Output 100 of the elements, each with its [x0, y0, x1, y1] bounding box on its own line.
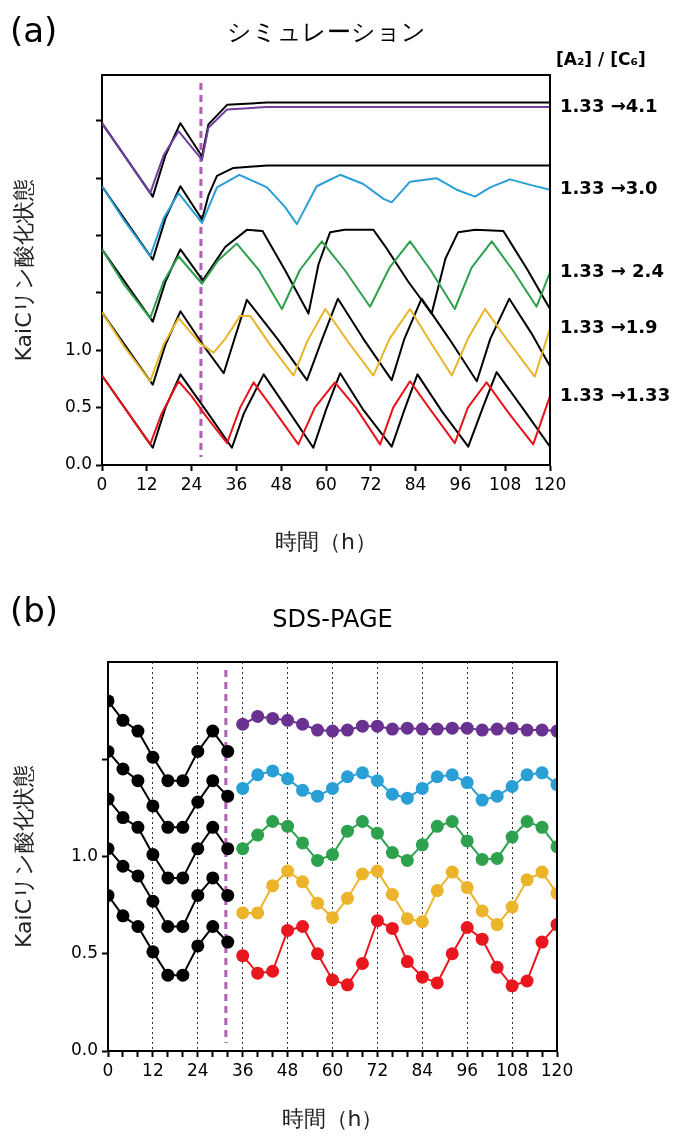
point	[475, 852, 489, 866]
point	[460, 920, 474, 934]
point	[281, 864, 295, 878]
point	[430, 722, 444, 736]
point	[385, 921, 399, 935]
point	[430, 884, 444, 898]
point	[505, 900, 519, 914]
point	[281, 923, 295, 937]
y-tick-label: 1.0	[64, 338, 92, 359]
point	[326, 848, 339, 862]
point	[340, 824, 354, 838]
point	[385, 887, 399, 901]
y-tick-label: 1.0	[70, 844, 98, 865]
point	[146, 750, 160, 764]
point	[326, 724, 339, 738]
x-tick-label: 24	[186, 1059, 209, 1080]
point	[445, 721, 459, 735]
point	[490, 722, 504, 736]
point	[415, 838, 429, 852]
point	[296, 717, 310, 731]
point	[191, 939, 205, 953]
point	[535, 935, 549, 949]
y-tick-label: 0.0	[70, 1039, 98, 1060]
point	[505, 979, 519, 993]
point	[355, 719, 369, 733]
point	[430, 976, 444, 990]
point	[161, 774, 175, 788]
point	[176, 820, 190, 834]
point	[490, 918, 504, 932]
point	[251, 966, 265, 980]
point	[131, 869, 145, 883]
point	[191, 842, 205, 856]
point	[266, 814, 280, 828]
chart-title: シミュレーション	[226, 18, 426, 46]
point	[370, 719, 384, 733]
point	[266, 711, 280, 725]
x-tick-label: 12	[135, 473, 158, 494]
point	[131, 724, 145, 738]
point	[520, 814, 534, 828]
point	[490, 851, 504, 865]
point	[281, 713, 295, 727]
point	[430, 819, 444, 833]
point	[460, 776, 474, 790]
point	[221, 935, 235, 949]
x-axis-title: 時間（h）	[281, 1105, 384, 1131]
point	[251, 906, 265, 920]
series-label: 1.33 →1.9	[560, 316, 658, 338]
point	[236, 949, 250, 963]
point	[281, 819, 295, 833]
point	[355, 956, 369, 970]
point	[191, 744, 205, 758]
legend-title: [A₂] / [C₆]	[556, 49, 646, 69]
y-axis-title: KaiCリン酸化状態	[10, 178, 36, 362]
point	[311, 723, 325, 737]
point	[430, 770, 444, 784]
point	[221, 744, 235, 758]
point	[370, 826, 384, 840]
point	[400, 912, 414, 926]
point	[191, 888, 205, 902]
x-tick-label: 60	[321, 1059, 344, 1080]
series-label: 1.33 →1.33	[560, 383, 671, 405]
x-tick-label: 48	[276, 1059, 299, 1080]
point	[535, 766, 549, 780]
point	[221, 789, 235, 803]
point	[146, 848, 160, 862]
point	[340, 978, 354, 992]
point	[206, 820, 220, 834]
x-tick-label: 72	[359, 473, 382, 494]
point	[296, 836, 310, 850]
point	[326, 973, 339, 987]
x-tick-label: 120	[533, 473, 567, 494]
point	[236, 842, 250, 856]
point	[505, 779, 519, 793]
point	[445, 768, 459, 782]
text: (a)	[10, 10, 58, 50]
point	[311, 789, 325, 803]
series-label: 1.33 →4.1	[560, 94, 658, 116]
point	[490, 960, 504, 974]
point	[251, 768, 265, 782]
x-tick-label: 120	[540, 1059, 574, 1080]
point	[460, 834, 474, 848]
point	[221, 888, 235, 902]
x-tick-label: 72	[366, 1059, 389, 1080]
point	[206, 774, 220, 788]
x-tick-label: 36	[225, 473, 248, 494]
point	[355, 867, 369, 881]
point	[206, 920, 220, 934]
point	[311, 947, 325, 961]
point	[116, 859, 130, 873]
y-tick-label: 0.5	[70, 942, 98, 963]
point	[206, 724, 220, 738]
point	[520, 974, 534, 988]
y-axis-title: KaiCリン酸化状態	[10, 765, 36, 948]
point	[161, 871, 175, 885]
x-tick-label: 0	[96, 473, 108, 494]
point	[206, 871, 220, 885]
point	[236, 717, 250, 731]
point	[340, 723, 354, 737]
x-tick-label: 96	[449, 473, 472, 494]
point	[161, 820, 175, 834]
